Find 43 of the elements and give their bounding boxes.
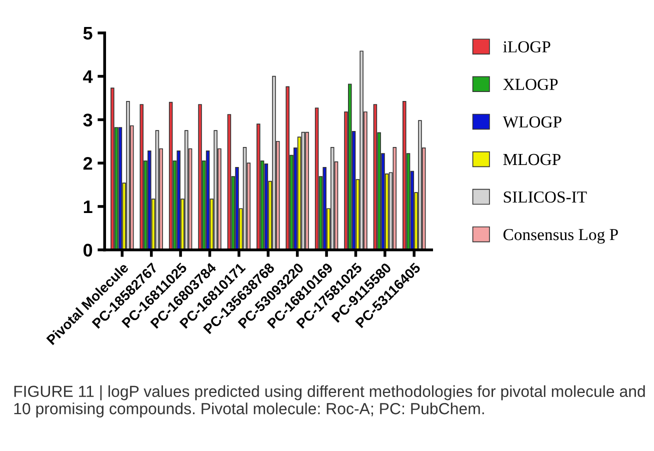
bar bbox=[140, 104, 144, 250]
bar bbox=[242, 147, 247, 250]
bar bbox=[118, 127, 122, 250]
bar bbox=[418, 120, 422, 250]
bar bbox=[214, 130, 218, 250]
bar bbox=[155, 130, 160, 250]
y-tick-label: 1 bbox=[84, 200, 92, 214]
y-tick-label: 4 bbox=[83, 70, 93, 83]
legend-label: WLOGP bbox=[502, 116, 562, 128]
bar bbox=[373, 104, 378, 250]
bar bbox=[314, 108, 319, 250]
bar bbox=[286, 86, 290, 250]
y-tick-label: 3 bbox=[83, 114, 92, 126]
bar bbox=[402, 101, 406, 250]
bar bbox=[322, 167, 326, 250]
bar bbox=[264, 164, 268, 250]
legend-label: iLOGP bbox=[503, 41, 550, 52]
bar bbox=[227, 114, 232, 250]
bar bbox=[126, 101, 130, 250]
bar bbox=[360, 50, 364, 250]
bar bbox=[301, 132, 306, 250]
bar bbox=[348, 84, 352, 250]
bar bbox=[176, 150, 180, 250]
legend-label: MLOGP bbox=[503, 154, 560, 166]
bar bbox=[392, 147, 397, 250]
caption: FIGURE 11 | logP values predicted using different methodologies for pivotal molecule and 10 promising compounds. Pivotal molecule: Roc-A; PC: PubChem. bbox=[14, 385, 645, 418]
y-tick-label: 5 bbox=[83, 27, 92, 40]
y-tick-label: 2 bbox=[83, 157, 92, 170]
bar bbox=[168, 102, 173, 250]
bar bbox=[198, 104, 202, 250]
legend-label: SILICOS-IT bbox=[504, 191, 587, 203]
y-tick-label: 0 bbox=[84, 244, 92, 257]
bar bbox=[110, 88, 114, 250]
bar bbox=[330, 147, 334, 250]
bar bbox=[184, 130, 188, 250]
bar bbox=[148, 150, 152, 250]
legend-label: Consensus Log P bbox=[503, 229, 618, 244]
bar bbox=[206, 150, 210, 250]
legend-label: XLOGP bbox=[503, 78, 558, 90]
bar bbox=[256, 124, 260, 250]
bar bbox=[305, 132, 309, 250]
bar bbox=[235, 167, 239, 250]
bar bbox=[272, 76, 276, 250]
